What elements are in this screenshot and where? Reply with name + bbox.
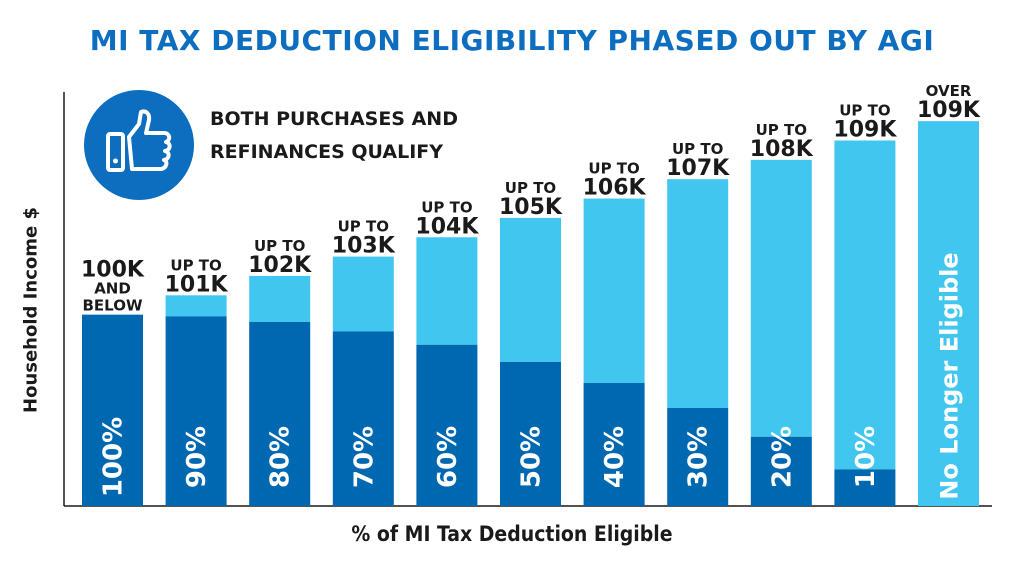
bar-light-10 — [918, 121, 979, 507]
category-label-9: 10% — [851, 426, 881, 488]
bar-top-label-10-1: 109K — [917, 98, 981, 123]
bar-light-7 — [667, 179, 729, 408]
bar-top-label-3-1: 103K — [332, 234, 396, 259]
x-axis-label: % of MI Tax Deduction Eligible — [351, 522, 673, 546]
bar-light-5 — [500, 217, 561, 362]
chart-title: MI TAX DEDUCTION ELIGIBILITY PHASED OUT … — [89, 24, 935, 57]
bar-top-label-7-0: UP TO — [672, 140, 723, 158]
bar-top-label-4-0: UP TO — [421, 198, 472, 216]
bar-dark-6 — [583, 383, 645, 506]
callout-line-2: REFINANCES QUALIFY — [210, 141, 444, 163]
bar-top-label-8-1: 108K — [750, 137, 814, 162]
bar-top-label-6-0: UP TO — [588, 160, 639, 178]
bar-dark-7 — [667, 407, 729, 506]
bar-top-label-7-1: 107K — [666, 156, 730, 181]
category-label-6: 40% — [600, 426, 630, 488]
bar-top-label-2-1: 102K — [248, 253, 312, 278]
callout-line-1: BOTH PURCHASES AND — [210, 108, 458, 130]
bar-top-label-0-1: AND — [94, 280, 131, 298]
bar-top-label-8-0: UP TO — [756, 121, 807, 139]
category-label-10: No Longer Eligible — [936, 252, 964, 499]
callout-badge — [84, 90, 194, 200]
bar-light-4 — [416, 237, 478, 345]
y-axis-label: Household Income $ — [20, 207, 42, 413]
thumbs-up-icon — [106, 109, 172, 172]
category-label-5: 50% — [517, 426, 547, 488]
bar-dark-9 — [834, 469, 896, 506]
category-label-2: 80% — [266, 426, 296, 488]
bar-top-label-3-0: UP TO — [338, 218, 389, 236]
bar-top-label-1-1: 101K — [165, 272, 229, 297]
bar-top-label-6-1: 106K — [583, 176, 647, 201]
bar-top-label-5-0: UP TO — [505, 179, 556, 197]
bar-top-label-9-0: UP TO — [839, 102, 890, 120]
bar-light-8 — [750, 159, 812, 437]
bar-light-9 — [834, 140, 896, 470]
category-label-7: 30% — [684, 426, 714, 488]
bar-top-label-0-2: BELOW — [83, 297, 143, 315]
bar-top-label-10-0: OVER — [926, 82, 972, 100]
bar-top-label-4-1: 104K — [415, 214, 479, 239]
bar-top-label-9-1: 109K — [833, 118, 897, 143]
bars — [82, 121, 979, 507]
bar-light-1 — [165, 295, 227, 317]
bar-dark-1 — [165, 316, 227, 506]
category-label-8: 20% — [767, 426, 797, 488]
bar-dark-5 — [500, 361, 561, 506]
bar-light-3 — [332, 256, 394, 332]
bar-light-6 — [583, 198, 645, 384]
category-label-4: 60% — [433, 426, 463, 488]
category-label-1: 90% — [182, 426, 212, 488]
bar-dark-8 — [750, 436, 812, 506]
bar-dark-3 — [332, 331, 394, 506]
bar-dark-4 — [416, 344, 478, 506]
bar-dark-0 — [82, 314, 143, 506]
bar-dark-2 — [249, 321, 311, 506]
bar-top-label-0-0: 100K — [81, 258, 145, 283]
bar-top-label-1-0: UP TO — [170, 256, 221, 274]
bar-top-label-5-1: 105K — [499, 195, 563, 220]
bar-top-label-2-0: UP TO — [254, 237, 305, 255]
bar-light-2 — [249, 275, 311, 322]
category-label-3: 70% — [349, 426, 379, 488]
category-label-0: 100% — [99, 417, 129, 497]
